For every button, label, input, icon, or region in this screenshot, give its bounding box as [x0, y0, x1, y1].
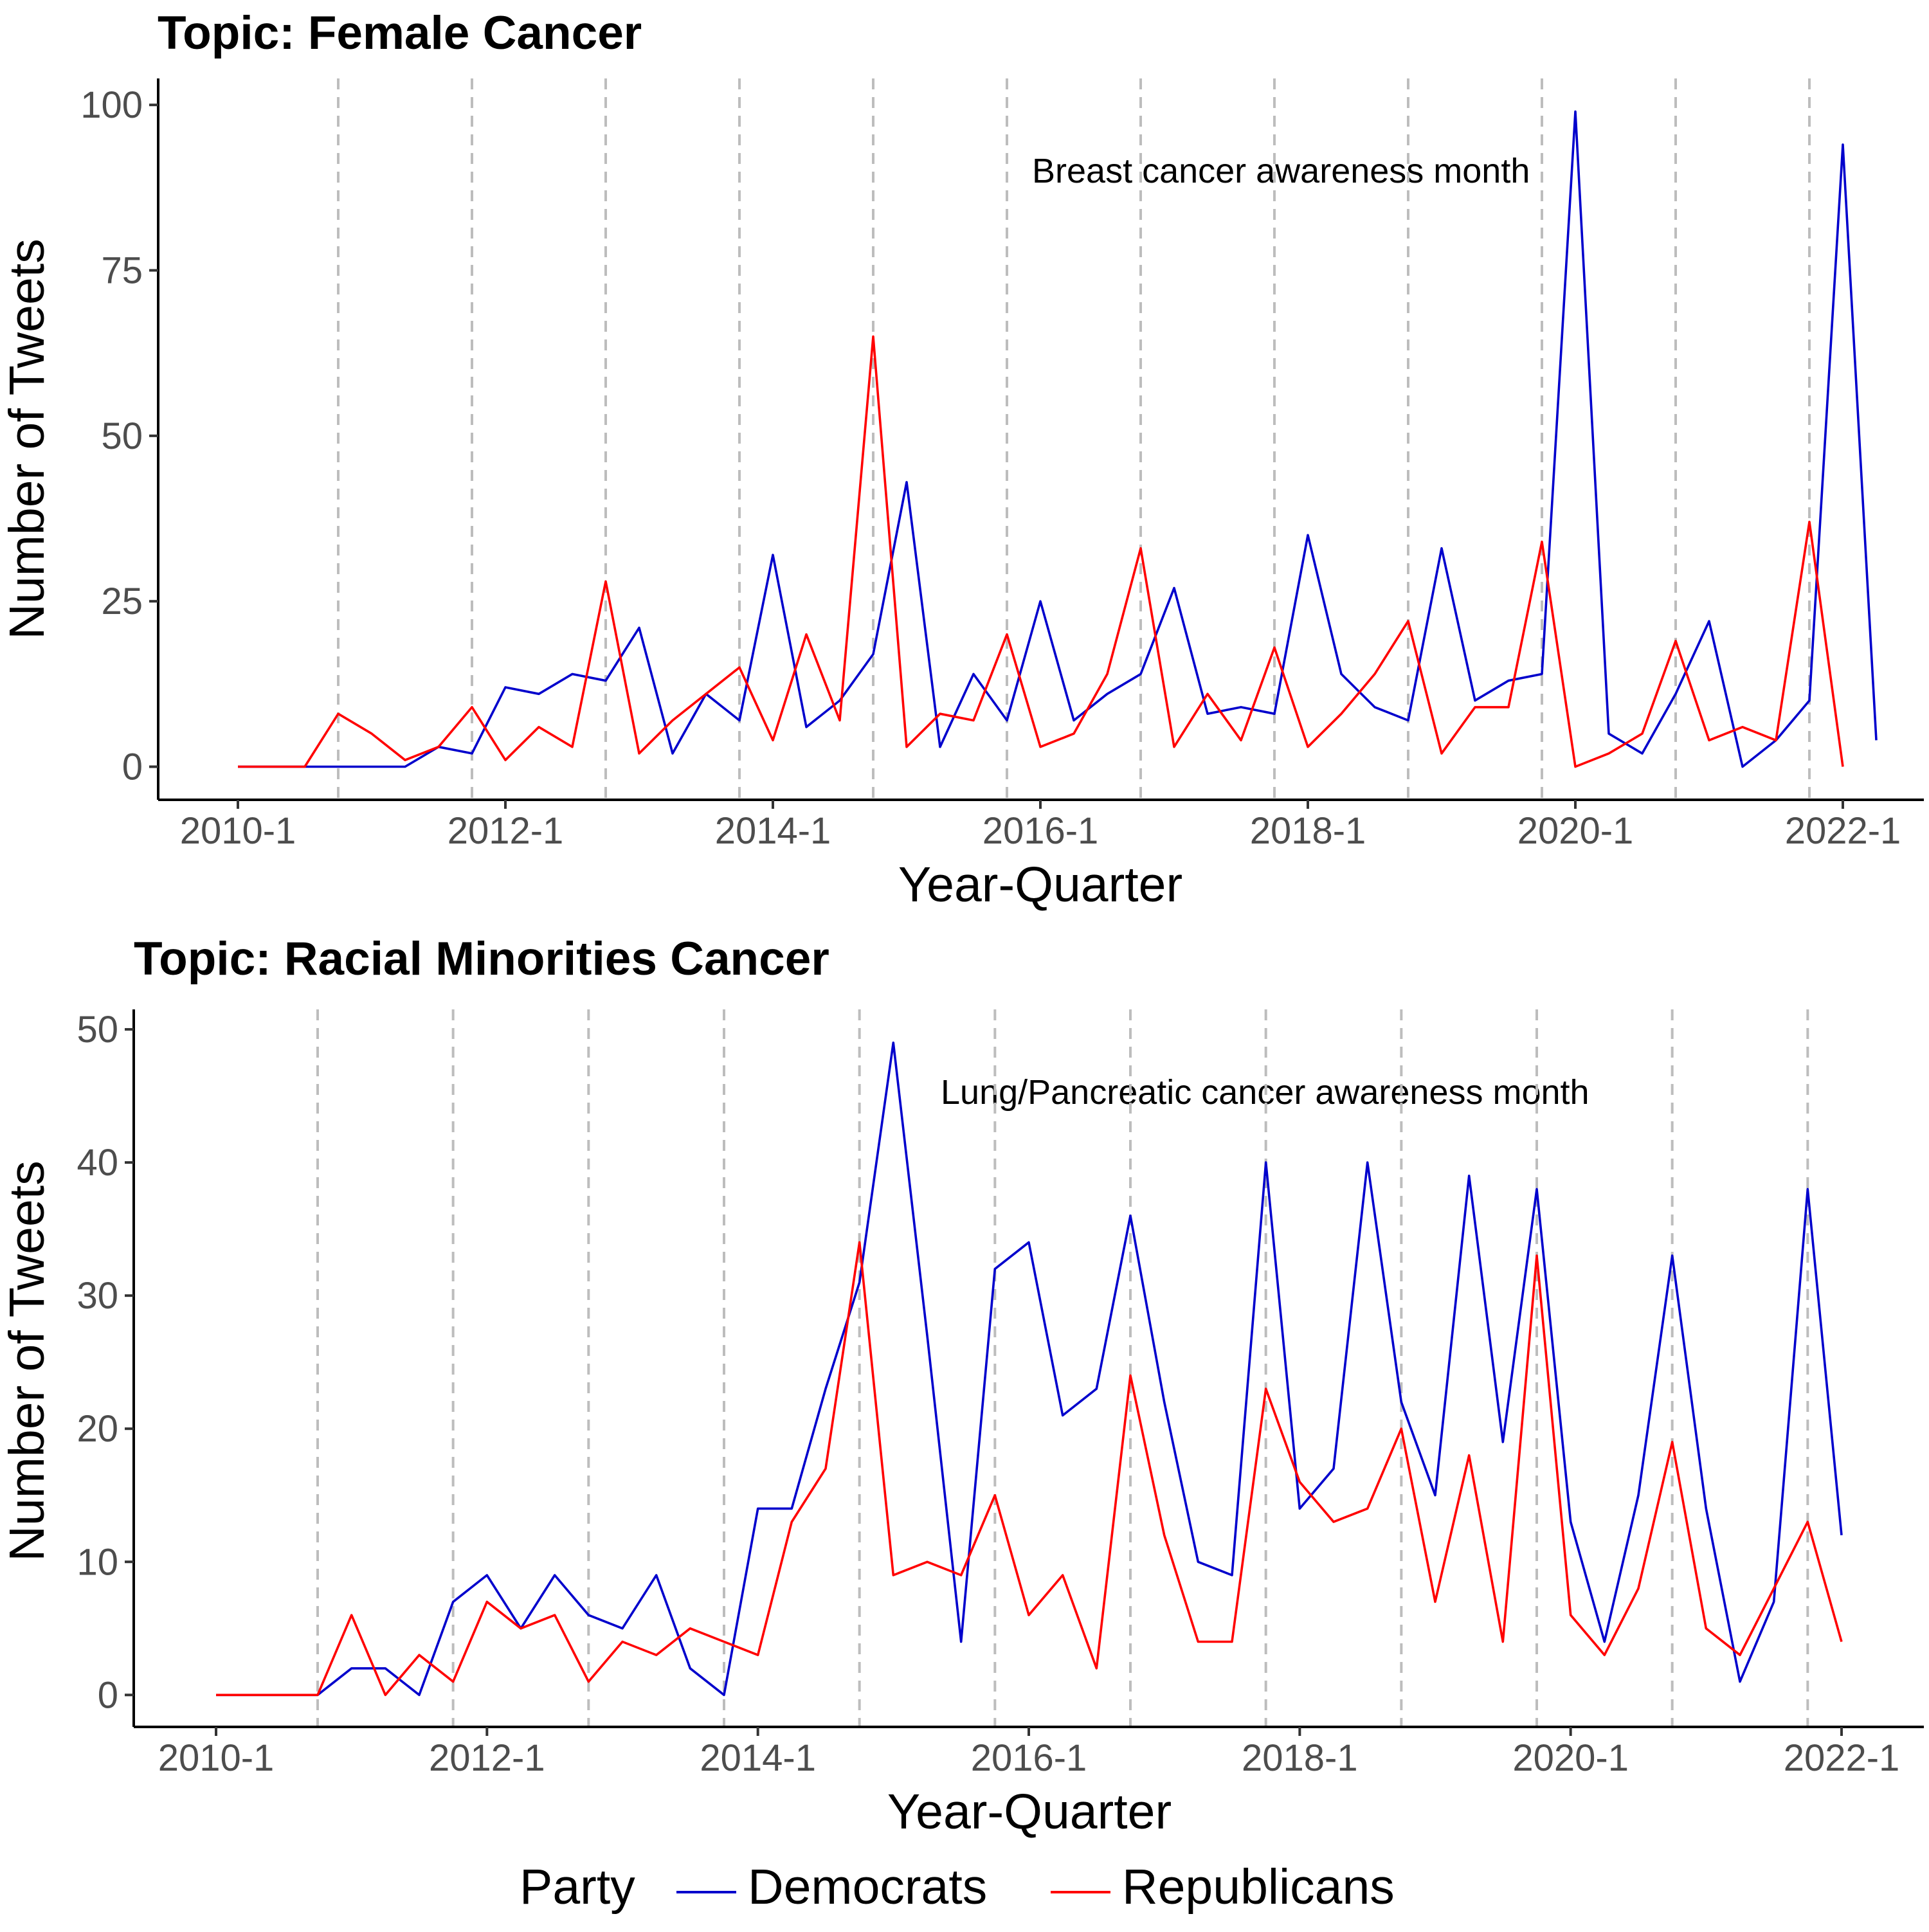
- y-axis-title: Number of Tweets: [0, 1160, 55, 1561]
- awareness-month-lines: [337, 78, 1811, 800]
- x-tick-label: 2016-1: [983, 810, 1099, 852]
- series-group: [216, 1042, 1843, 1697]
- x-axis-title: Year-Quarter: [898, 857, 1182, 912]
- panel-title: Topic: Female Cancer: [158, 7, 642, 59]
- x-tick-label: 2010-1: [158, 1737, 275, 1779]
- legend-label-democrats: Democrats: [748, 1859, 987, 1915]
- series-line-democrats: [238, 110, 1878, 768]
- x-tick-label: 2022-1: [1784, 1737, 1900, 1779]
- y-tick-label: 75: [101, 250, 143, 292]
- y-tick-label: 25: [101, 581, 143, 622]
- x-tick-label: 2016-1: [971, 1737, 1087, 1779]
- x-tick-label: 2020-1: [1512, 1737, 1629, 1779]
- legend-title: Party: [520, 1859, 635, 1915]
- panel-title: Topic: Racial Minorities Cancer: [134, 933, 829, 985]
- x-tick-label: 2012-1: [429, 1737, 545, 1779]
- y-tick-label: 50: [101, 415, 143, 457]
- series-line-republicans: [238, 335, 1844, 768]
- series-line-democrats: [216, 1042, 1843, 1697]
- y-tick-label: 40: [77, 1142, 118, 1184]
- x-tick-label: 2010-1: [180, 810, 296, 852]
- x-tick-label: 2012-1: [448, 810, 564, 852]
- x-tick-label: 2018-1: [1250, 810, 1366, 852]
- racial-minorities-cancer-panel: Topic: Racial Minorities Cancer Number o…: [0, 933, 1924, 1839]
- y-tick-label: 50: [77, 1009, 118, 1051]
- y-tick-label: 0: [98, 1674, 118, 1716]
- y-axis-title: Number of Tweets: [0, 239, 55, 639]
- x-tick-label: 2020-1: [1517, 810, 1634, 852]
- series-line-republicans: [216, 1241, 1843, 1697]
- annotation-text: Breast cancer awareness month: [1032, 152, 1530, 190]
- x-tick-label: 2018-1: [1242, 1737, 1358, 1779]
- y-tick-label: 100: [80, 84, 143, 126]
- y-tick-label: 10: [77, 1541, 118, 1583]
- x-tick-label: 2014-1: [700, 1737, 816, 1779]
- x-tick-label: 2014-1: [715, 810, 831, 852]
- x-ticks: 2010-1 2012-1 2014-1 2016-1 2018-1 2020-1 2022…: [180, 800, 1901, 852]
- y-tick-label: 0: [122, 746, 143, 788]
- y-tick-label: 30: [77, 1275, 118, 1317]
- female-cancer-panel: Topic: Female Cancer Number of Tweets Ye…: [0, 7, 1924, 912]
- y-ticks: 0 25 50 75 100: [80, 84, 158, 788]
- y-tick-label: 20: [77, 1408, 118, 1450]
- y-ticks: 0 10 20 30 40 50: [77, 1009, 134, 1716]
- series-group: [238, 110, 1878, 768]
- x-ticks: 2010-1 2012-1 2014-1 2016-1 2018-1 2020-1 2022…: [158, 1727, 1900, 1779]
- x-tick-label: 2022-1: [1785, 810, 1901, 852]
- legend: Party Democrats Republicans: [520, 1859, 1395, 1915]
- x-axis-title: Year-Quarter: [887, 1784, 1172, 1839]
- awareness-month-lines: [316, 1009, 1809, 1727]
- legend-label-republicans: Republicans: [1122, 1859, 1395, 1915]
